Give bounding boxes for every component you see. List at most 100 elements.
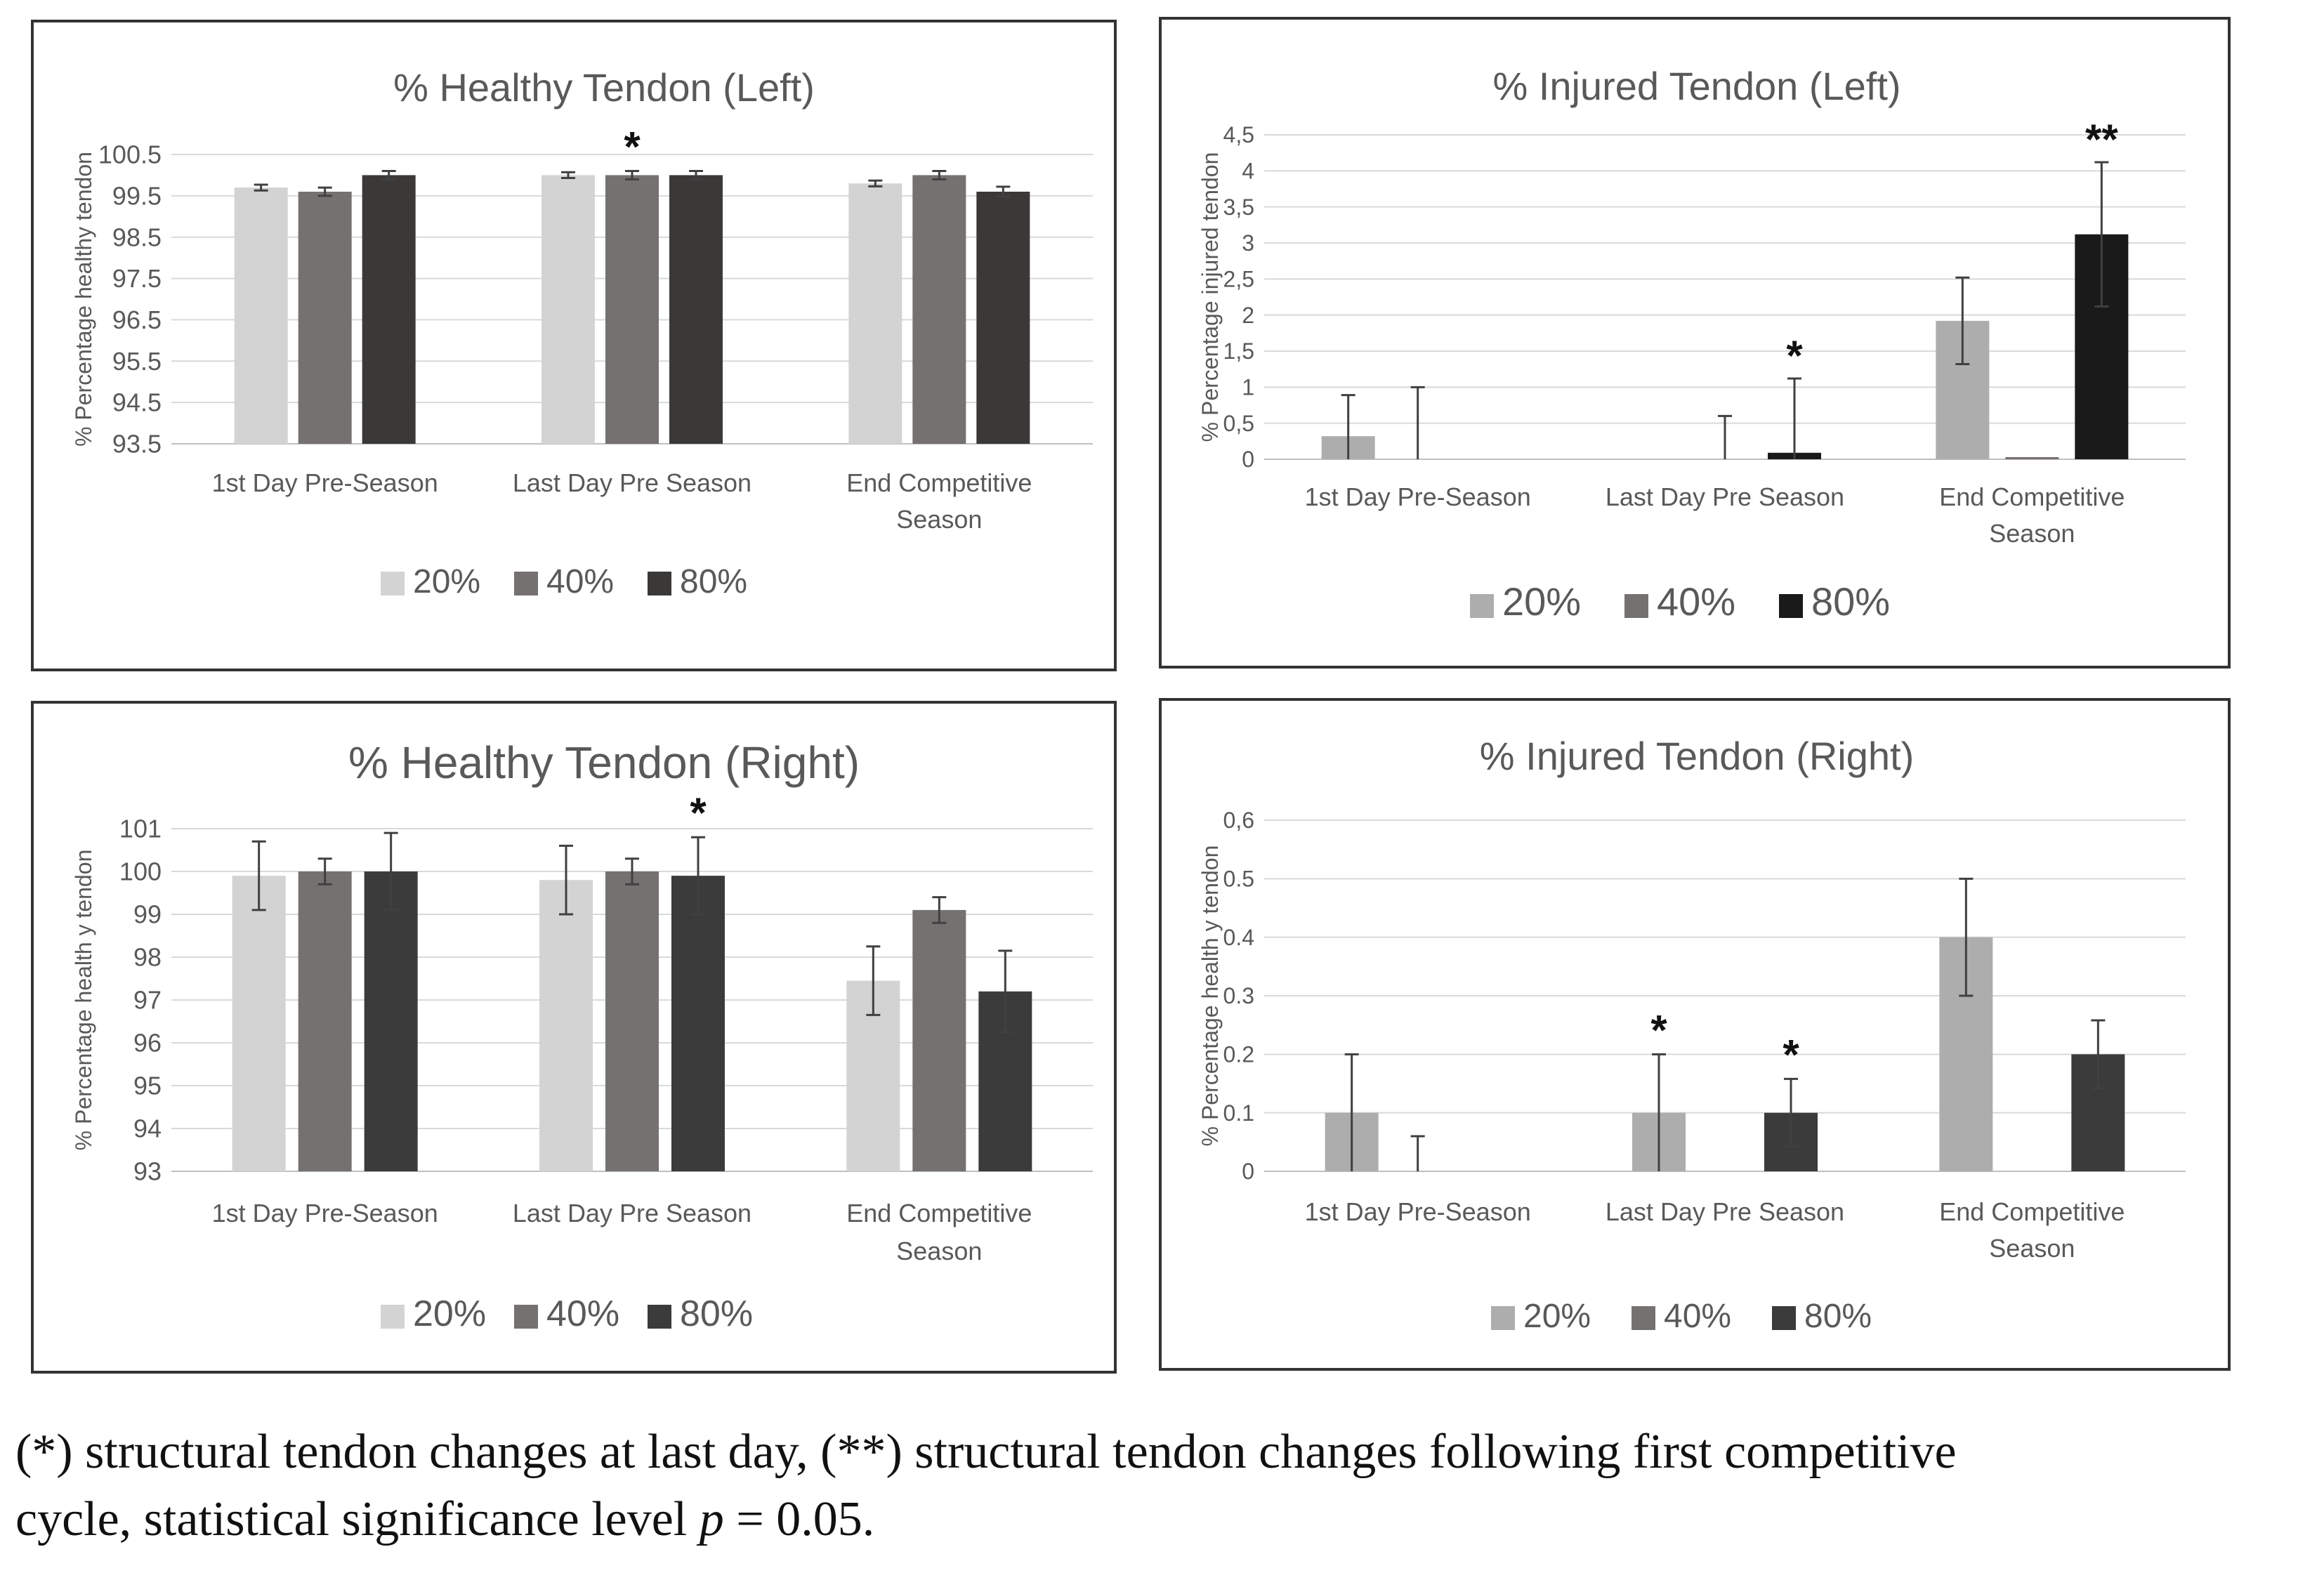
- chart-title: % Injured Tendon (Left): [1492, 64, 1900, 108]
- legend-label: 20%: [1523, 1298, 1591, 1335]
- legend-swatch: [381, 1305, 405, 1329]
- legend-label: 40%: [1657, 579, 1735, 624]
- legend-swatch: [514, 572, 538, 595]
- x-category-label: 1st Day Pre-Season: [1305, 482, 1531, 511]
- legend-swatch: [1779, 594, 1803, 618]
- significance-marker: *: [690, 789, 707, 836]
- y-tick-label: 0.1: [1223, 1100, 1254, 1126]
- legend-swatch: [381, 572, 405, 595]
- x-category-label: 1st Day Pre-Season: [1305, 1197, 1531, 1226]
- caption-line-2-end: = 0.05.: [723, 1492, 875, 1546]
- bar: [298, 191, 352, 444]
- legend-label: 40%: [546, 1294, 619, 1334]
- y-tick-label: 93: [133, 1157, 162, 1186]
- legend-label: 80%: [1804, 1298, 1872, 1335]
- bar: [605, 871, 659, 1171]
- x-category-label: Last Day Pre Season: [1606, 1197, 1844, 1226]
- y-tick-label: 94: [133, 1114, 162, 1143]
- x-category-label: Season: [896, 505, 982, 534]
- bar: [541, 175, 595, 444]
- y-tick-label: 0,6: [1223, 808, 1254, 833]
- legend-swatch: [1632, 1306, 1655, 1330]
- y-tick-label: 1,5: [1223, 338, 1254, 364]
- significance-marker: *: [1783, 1031, 1799, 1078]
- bar: [232, 876, 286, 1171]
- caption-line-2-start: cycle, statistical significance level: [15, 1492, 700, 1546]
- chart-panel-healthy-right: % Healthy Tendon (Right) 93 94 95 96 97 98 99 10…: [31, 701, 1117, 1374]
- legend-label: 40%: [546, 563, 614, 600]
- caption-line-1: (*) structural tendon changes at last da…: [15, 1425, 1957, 1479]
- bar: [669, 175, 723, 444]
- caption-p-symbol: p: [699, 1492, 724, 1546]
- y-axis-label: % Percentage healthy tendon: [71, 152, 96, 447]
- y-tick-label: 96: [133, 1029, 162, 1058]
- y-tick-label: 0.3: [1223, 983, 1254, 1008]
- legend-swatch: [648, 572, 671, 595]
- bar: [364, 871, 418, 1171]
- chart-healthy-right: % Healthy Tendon (Right) 93 94 95 96 97 98 99 10…: [71, 737, 1093, 1334]
- significance-marker: **: [2085, 116, 2118, 163]
- legend-swatch: [1624, 594, 1648, 618]
- legend-swatch: [648, 1305, 671, 1329]
- legend-swatch: [1772, 1306, 1796, 1330]
- bar: [912, 909, 966, 1171]
- y-tick-label: 2: [1242, 303, 1254, 328]
- x-category-label: Last Day Pre Season: [513, 468, 751, 497]
- y-tick-label: 0: [1242, 1159, 1254, 1184]
- caption-line-2: cycle, statistical significance level p …: [15, 1486, 2319, 1553]
- y-tick-label: 4: [1242, 159, 1254, 184]
- y-tick-label: 97.5: [112, 264, 162, 293]
- figure-caption: (*) structural tendon changes at last da…: [15, 1419, 2319, 1553]
- legend-swatch: [1491, 1306, 1515, 1330]
- legend-label: 80%: [1811, 579, 1890, 624]
- x-category-label: Season: [896, 1237, 982, 1265]
- x-category-label: End Competitive: [1939, 482, 2125, 511]
- legend-label: 20%: [413, 1294, 486, 1334]
- y-tick-label: 96.5: [112, 305, 162, 334]
- legend-label: 40%: [1664, 1298, 1731, 1335]
- x-category-label: Season: [1989, 1234, 2075, 1263]
- significance-marker: *: [624, 124, 641, 171]
- bar: [848, 183, 902, 444]
- y-tick-label: 98: [133, 943, 162, 972]
- y-tick-label: 100: [119, 857, 162, 886]
- y-tick-label: 99.5: [112, 181, 162, 210]
- significance-marker: *: [1786, 332, 1803, 379]
- x-category-label: End Competitive: [846, 468, 1032, 497]
- y-tick-label: 97: [133, 986, 162, 1015]
- legend-swatch: [1470, 594, 1494, 618]
- y-tick-label: 0.4: [1223, 925, 1254, 950]
- y-tick-label: 95: [133, 1072, 162, 1100]
- legend-label: 20%: [1502, 579, 1581, 624]
- x-category-label: End Competitive: [846, 1199, 1032, 1228]
- chart-title: % Healthy Tendon (Left): [393, 65, 815, 110]
- x-category-label: Last Day Pre Season: [1606, 482, 1844, 511]
- x-category-label: End Competitive: [1939, 1197, 2125, 1226]
- y-tick-label: 94.5: [112, 388, 162, 417]
- bar: [2005, 456, 2059, 459]
- chart-title: % Healthy Tendon (Right): [348, 737, 860, 788]
- chart-healthy-left: % Healthy Tendon (Left) 93.5 94.5 95.5 96.5 9…: [71, 65, 1093, 600]
- y-tick-label: 101: [119, 815, 162, 843]
- bar: [976, 191, 1030, 444]
- y-tick-label: 0.5: [1223, 867, 1254, 892]
- legend-label: 80%: [680, 1294, 753, 1334]
- chart-panel-injured-left: % Injured Tendon (Left) 0 0,5 1 1,5 2 2,5 3 3,5 4…: [1159, 17, 2231, 669]
- y-axis-label: % Percentage health y tendon: [1197, 845, 1223, 1147]
- y-tick-label: 3: [1242, 230, 1254, 256]
- x-category-label: 1st Day Pre-Season: [212, 1199, 438, 1228]
- legend-label: 20%: [413, 563, 480, 600]
- y-tick-label: 1: [1242, 375, 1254, 400]
- y-tick-label: 98.5: [112, 223, 162, 251]
- y-tick-label: 4,5: [1223, 122, 1254, 147]
- y-axis-label: % Percentage injured tendon: [1197, 152, 1223, 442]
- x-category-label: 1st Day Pre-Season: [212, 468, 438, 497]
- bar: [539, 880, 593, 1171]
- y-axis-label: % Percentage health y tendon: [71, 850, 96, 1151]
- y-tick-label: 0.2: [1223, 1042, 1254, 1067]
- x-category-label: Last Day Pre Season: [513, 1199, 751, 1228]
- y-tick-label: 2,5: [1223, 267, 1254, 292]
- bar: [671, 876, 725, 1171]
- chart-injured-right: % Injured Tendon (Right) 0 0.1 0.2 0.3 0.4 0.5…: [1197, 734, 2186, 1335]
- y-tick-label: 99: [133, 900, 162, 929]
